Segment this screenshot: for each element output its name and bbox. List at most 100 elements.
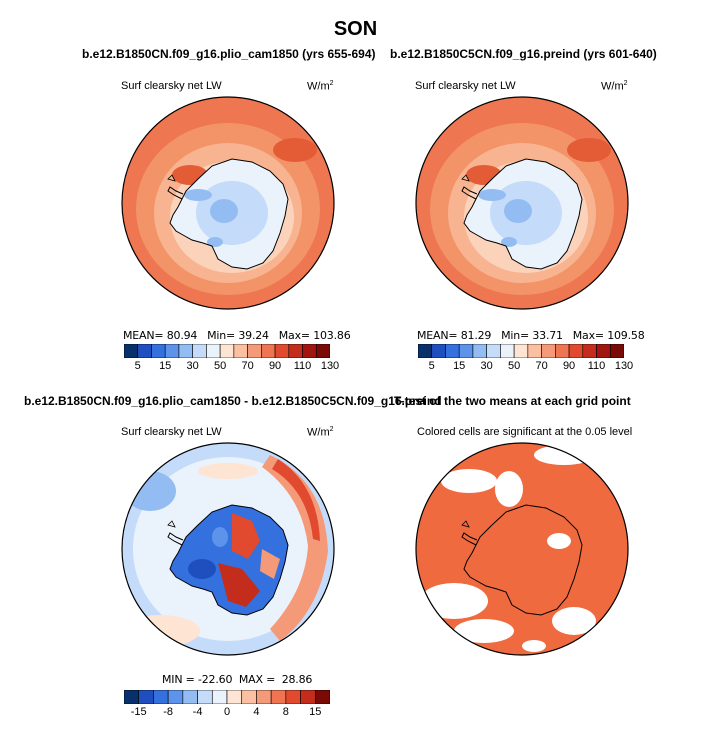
colorbar-tick-label: 15 [159,360,172,372]
peninsula-coastline [461,532,478,546]
colorbar-tick-label: 4 [253,706,260,718]
colorbar-tick-label: 5 [134,360,141,372]
diff-warm-interior [218,563,260,607]
colorbar-swatch [555,344,570,358]
antarctica-diff [170,505,288,615]
colorbar-tick-label: 50 [214,360,227,372]
colorbar-swatch [151,344,166,358]
colorbar-swatch [226,690,243,704]
colorbar-swatch [302,344,317,358]
colorbar-swatch [241,690,257,704]
figure-title: SON [333,18,378,40]
colorbar-swatch [192,344,207,358]
island-coastline [167,174,176,182]
insignificant-patch [441,469,497,493]
variable-label-bl: Surf clearsky net LW [121,426,222,438]
antarctica-coastline [463,504,583,616]
max-label: Max= [572,329,604,342]
max-value: 28.86 [281,673,313,686]
diff-warm-core [272,459,320,541]
min-label: Min= [207,329,236,342]
colorbar-swatch [314,690,330,704]
plateau-coldest [504,199,532,223]
colorbar-swatch [270,690,287,704]
antarctica-coastline [463,158,583,270]
colorbar-tick-label: -4 [192,706,203,718]
colorbar-swatch [527,344,542,358]
colorbar-tick-label: 70 [535,360,548,372]
warm-patch [273,138,317,162]
stats-tl: MEAN= 80.94 Min= 39.24 Max= 103.86 [123,329,351,342]
min-value: -22.60 [197,673,233,686]
min-value: 39.24 [238,329,269,342]
max-value: 109.58 [607,329,645,342]
map-border [121,442,335,656]
peninsula-coastline [167,186,184,200]
map-border [415,442,629,656]
insignificant-patch [495,471,523,507]
shelf-cold [501,237,517,247]
mean-label: MEAN= [417,329,458,342]
colorbar-swatch [178,344,193,358]
colorbar-swatch [431,344,446,358]
shelf-cold [207,237,223,247]
map-plio [121,96,335,310]
panel-title-bottom-left: b.e12.B1850CN.f09_g16.plio_cam1850 - b.e… [24,394,442,408]
island-coastline [461,520,470,528]
map-difference [121,442,335,656]
colorbar-swatch [261,344,276,358]
insignificant-patch [522,640,546,652]
island-coastline [167,520,176,528]
max-label: MAX = [238,673,276,686]
stats-bl: MIN = -22.60 MAX = 28.86 [162,673,312,686]
variable-label-tl: Surf clearsky net LW [121,80,222,92]
colorbar-swatch [256,690,272,704]
colorbar-swatch [164,344,180,358]
map-ttest [415,442,629,656]
colorbar-swatch [472,344,487,358]
diff-cold-interior [212,527,228,547]
units-label-tr: W/m2 [601,80,628,93]
min-label: Min= [501,329,530,342]
colorbar-tick-label: 90 [562,360,576,372]
peninsula-coastline [461,186,478,200]
plateau-coldest [210,199,238,223]
insignificant-patch [420,583,488,619]
colorbar-swatch [167,690,184,704]
mean-value: 81.29 [460,329,492,342]
colorbar-tick-label: 110 [293,360,312,372]
colorbar-swatch [219,344,235,358]
stats-tr: MEAN= 81.29 Min= 33.71 Max= 109.58 [417,329,645,342]
colorbar-swatch [285,690,301,704]
insignificant-patch [547,533,571,549]
colorbar-tick-label: 130 [320,360,340,372]
colorbar-swatch [513,344,529,358]
max-label: Max= [278,329,310,342]
map-border [415,96,629,310]
colorbar-tick-label: 50 [508,360,521,372]
colorbar-bottom-left [124,690,330,704]
min-label: MIN = [162,673,195,686]
colorbar-swatch [137,344,152,358]
colorbar-tick-label: 5 [428,360,435,372]
colorbar-swatch [206,344,221,358]
colorbar-swatch [596,344,611,358]
colorbar-swatch [418,344,433,358]
map-preind [415,96,629,310]
colorbar-swatch [458,344,474,358]
variable-label-tr: Surf clearsky net LW [415,80,516,92]
colorbar-tick-label: 8 [282,706,289,718]
max-value: 103.86 [313,329,351,342]
colorbar-swatch [182,690,198,704]
colorbar-swatch [124,344,139,358]
insignificant-patch [534,445,594,465]
colorbar-tick-label: 70 [241,360,254,372]
colorbar-swatch [300,690,316,704]
diff-warm-patch [198,463,258,479]
significant-field [416,443,628,655]
diff-cold-interior [188,559,216,579]
map-border [121,96,335,310]
colorbar-tick-label: -15 [130,706,147,718]
warm-patch [567,138,611,162]
colorbar-tick-label: 130 [614,360,634,372]
